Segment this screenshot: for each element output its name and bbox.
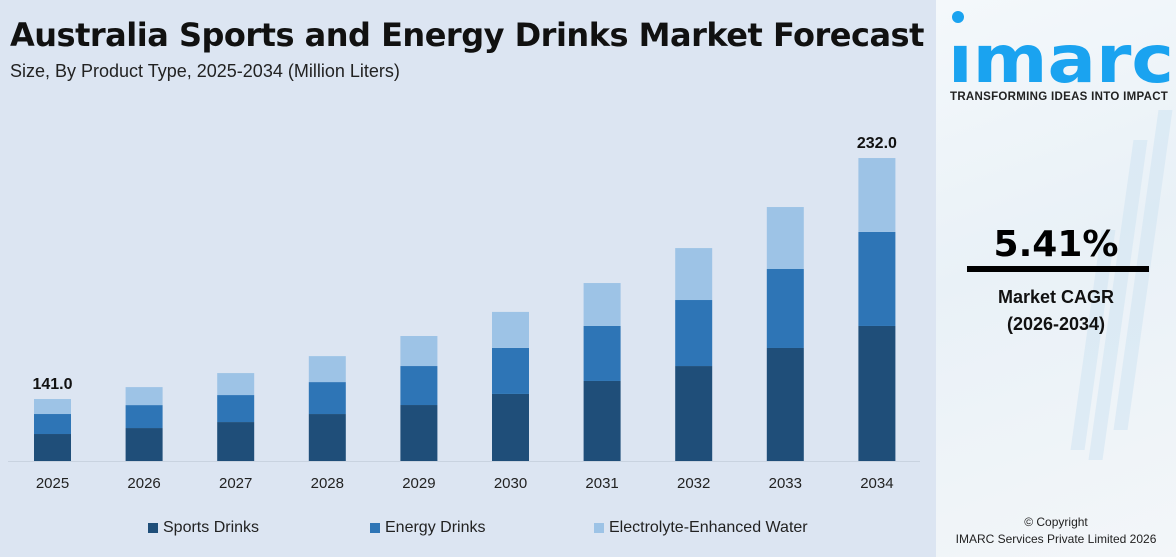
tagline: TRANSFORMING IDEAS INTO IMPACT [950,91,1169,103]
x-tick-label: 2033 [769,475,802,492]
bar-segment-electrolyte-enhanced-water-2030 [492,311,529,348]
x-tick-label: 2034 [860,475,893,492]
bar-segment-electrolyte-enhanced-water-2026 [125,387,163,406]
divider [967,266,1149,272]
legend-label: Energy Drinks [385,519,486,536]
legend-label: Sports Drinks [163,519,260,536]
chart-title: Australia Sports and Energy Drinks Marke… [10,16,924,54]
bar-segment-sports-drinks-2030 [492,393,529,461]
copyright-text: © Copyright [1024,515,1088,529]
bar-segment-energy-drinks-2034 [858,231,896,326]
bar-segment-sports-drinks-2029 [400,405,438,461]
cagr-period: (2026-2034) [1006,314,1106,334]
bar-segment-sports-drinks-2034 [858,325,896,461]
bar-segment-electrolyte-enhanced-water-2027 [217,373,255,396]
company-name: IMARC Services Private Limited 2026 [955,532,1157,546]
legend-item-energy-drinks: Energy Drinks [370,519,485,537]
bar-segment-energy-drinks-2033 [766,269,804,348]
bar-segment-sports-drinks-2025 [34,434,71,461]
bar-segment-energy-drinks-2028 [308,382,346,415]
bar-segment-energy-drinks-2030 [492,347,529,394]
cagr-value: 5.41% [993,224,1119,265]
x-tick-label: 2032 [677,475,710,492]
bar-segment-sports-drinks-2033 [766,347,804,461]
legend-label: Electrolyte-Enhanced Water [609,519,808,536]
bar-segment-electrolyte-enhanced-water-2033 [766,207,804,270]
legend-item-sports-drinks: Sports Drinks [148,519,259,537]
bar-segment-sports-drinks-2027 [217,422,255,461]
cagr-label: Market CAGR (2026-2034) [936,284,1176,338]
legend-item-electrolyte-water: Electrolyte-Enhanced Water [594,519,808,537]
chart-panel: Australia Sports and Energy Drinks Marke… [8,16,925,537]
imarc-logo: ımarc [948,11,1174,90]
data-label: 232.0 [857,135,897,152]
bar-segment-sports-drinks-2026 [125,428,163,461]
data-label: 141.0 [32,376,72,393]
bar-segment-electrolyte-enhanced-water-2025 [34,399,71,415]
bar-segment-sports-drinks-2032 [675,366,713,461]
legend-swatch [370,523,380,533]
x-tick-label: 2031 [585,475,618,492]
bar-segment-energy-drinks-2032 [675,300,713,367]
sidebar: ımarc TRANSFORMING IDEAS INTO IMPACT 5.4… [936,0,1176,557]
bar-segment-energy-drinks-2026 [125,405,163,429]
bar-segment-sports-drinks-2031 [583,380,621,461]
svg-text:ımarc: ımarc [948,21,1174,90]
cagr-label-text: Market CAGR [997,287,1115,307]
copyright: © Copyright IMARC Services Private Limit… [936,514,1176,548]
bar-segment-electrolyte-enhanced-water-2034 [858,158,896,232]
bar-segment-electrolyte-enhanced-water-2032 [675,248,713,301]
bar-segment-electrolyte-enhanced-water-2031 [583,283,621,326]
x-tick-label: 2025 [36,475,69,492]
x-tick-label: 2026 [127,475,160,492]
bar-segment-electrolyte-enhanced-water-2029 [400,336,438,367]
x-tick-label: 2028 [311,475,344,492]
bar-segment-electrolyte-enhanced-water-2028 [308,356,346,383]
x-tick-label: 2029 [402,475,435,492]
bar-segment-sports-drinks-2028 [308,414,346,461]
bar-segment-energy-drinks-2025 [34,414,71,435]
chart-subtitle: Size, By Product Type, 2025-2034 (Millio… [10,61,400,81]
stacked-bar-chart: 2025 141.0 2026 2027 2028 2029 2030 2031 2032 203… [8,135,920,492]
bar-segment-energy-drinks-2027 [217,395,255,423]
legend-swatch [148,523,158,533]
bar-segment-energy-drinks-2029 [400,366,438,406]
bar-segment-energy-drinks-2031 [583,325,621,381]
legend-swatch [594,523,604,533]
x-tick-label: 2027 [219,475,252,492]
x-tick-label: 2030 [494,475,527,492]
